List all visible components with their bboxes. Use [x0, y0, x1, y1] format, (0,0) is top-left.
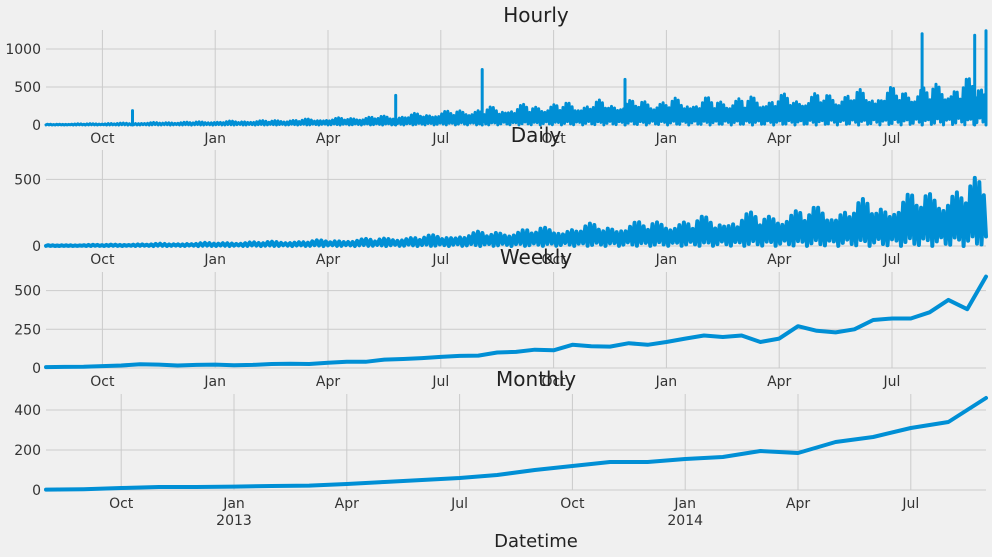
series-line — [44, 175, 988, 248]
x-tick-label: Oct — [90, 374, 115, 390]
x-tick-label: Apr — [767, 252, 791, 268]
x-tick-label: Oct — [541, 131, 566, 147]
chart-title: Weekly — [500, 245, 572, 269]
y-tick-label: 200 — [14, 443, 41, 459]
x-tick-year-label: 2013 — [216, 513, 252, 529]
x-tick-label: Jul — [431, 374, 449, 390]
x-tick-label: Jan — [203, 131, 226, 147]
x-tick-label: Oct — [109, 496, 134, 512]
x-tick-label: Apr — [767, 374, 791, 390]
y-tick-label: 500 — [14, 80, 41, 96]
x-tick-label: Jan — [673, 496, 696, 512]
chart-title: Monthly — [496, 367, 576, 391]
x-tick-label: Jan — [655, 131, 678, 147]
x-tick-label: Apr — [316, 131, 340, 147]
series-line — [44, 396, 988, 492]
x-axis-label: Datetime — [494, 531, 578, 552]
x-tick-label: Apr — [786, 496, 810, 512]
x-tick-label: Oct — [541, 374, 566, 390]
x-tick-label: Jul — [883, 131, 901, 147]
x-tick-label: Jul — [450, 496, 468, 512]
y-tick-label: 0 — [32, 239, 41, 255]
y-tick-label: 0 — [32, 118, 41, 134]
x-tick-label: Apr — [316, 252, 340, 268]
x-tick-label: Oct — [541, 252, 566, 268]
x-tick-label: Jan — [222, 496, 245, 512]
y-tick-label: 1000 — [5, 42, 41, 58]
x-tick-label: Jul — [883, 374, 901, 390]
chart-title: Hourly — [503, 3, 569, 27]
x-tick-label: Jan — [655, 374, 678, 390]
y-tick-label: 400 — [14, 403, 41, 419]
y-tick-label: 500 — [14, 172, 41, 188]
x-tick-label: Jul — [431, 252, 449, 268]
series-line — [44, 29, 988, 127]
x-tick-label: Jan — [203, 252, 226, 268]
x-tick-label: Apr — [335, 496, 359, 512]
y-tick-label: 0 — [32, 361, 41, 377]
y-tick-label: 500 — [14, 284, 41, 300]
x-tick-label: Jul — [431, 131, 449, 147]
x-tick-label: Apr — [316, 374, 340, 390]
x-tick-label: Oct — [90, 252, 115, 268]
chart-title: Daily — [511, 123, 562, 147]
x-tick-label: Oct — [90, 131, 115, 147]
y-tick-label: 0 — [32, 483, 41, 499]
y-tick-label: 250 — [14, 322, 41, 338]
x-tick-label: Oct — [560, 496, 585, 512]
x-tick-label: Jul — [901, 496, 919, 512]
x-tick-year-label: 2014 — [667, 513, 703, 529]
x-tick-label: Jan — [203, 374, 226, 390]
x-tick-label: Apr — [767, 131, 791, 147]
x-tick-label: Jan — [655, 252, 678, 268]
x-tick-label: Jul — [883, 252, 901, 268]
